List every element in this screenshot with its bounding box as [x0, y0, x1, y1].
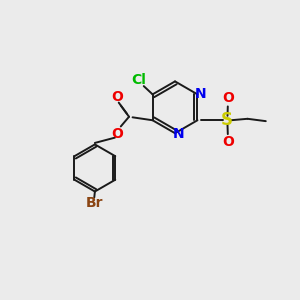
Text: O: O	[222, 135, 234, 149]
Text: S: S	[220, 111, 232, 129]
Text: Cl: Cl	[131, 73, 146, 87]
Text: O: O	[111, 90, 123, 104]
Text: N: N	[173, 127, 184, 141]
Text: O: O	[111, 127, 123, 141]
Text: O: O	[222, 92, 234, 106]
Text: Br: Br	[85, 196, 103, 210]
Text: N: N	[195, 87, 207, 101]
